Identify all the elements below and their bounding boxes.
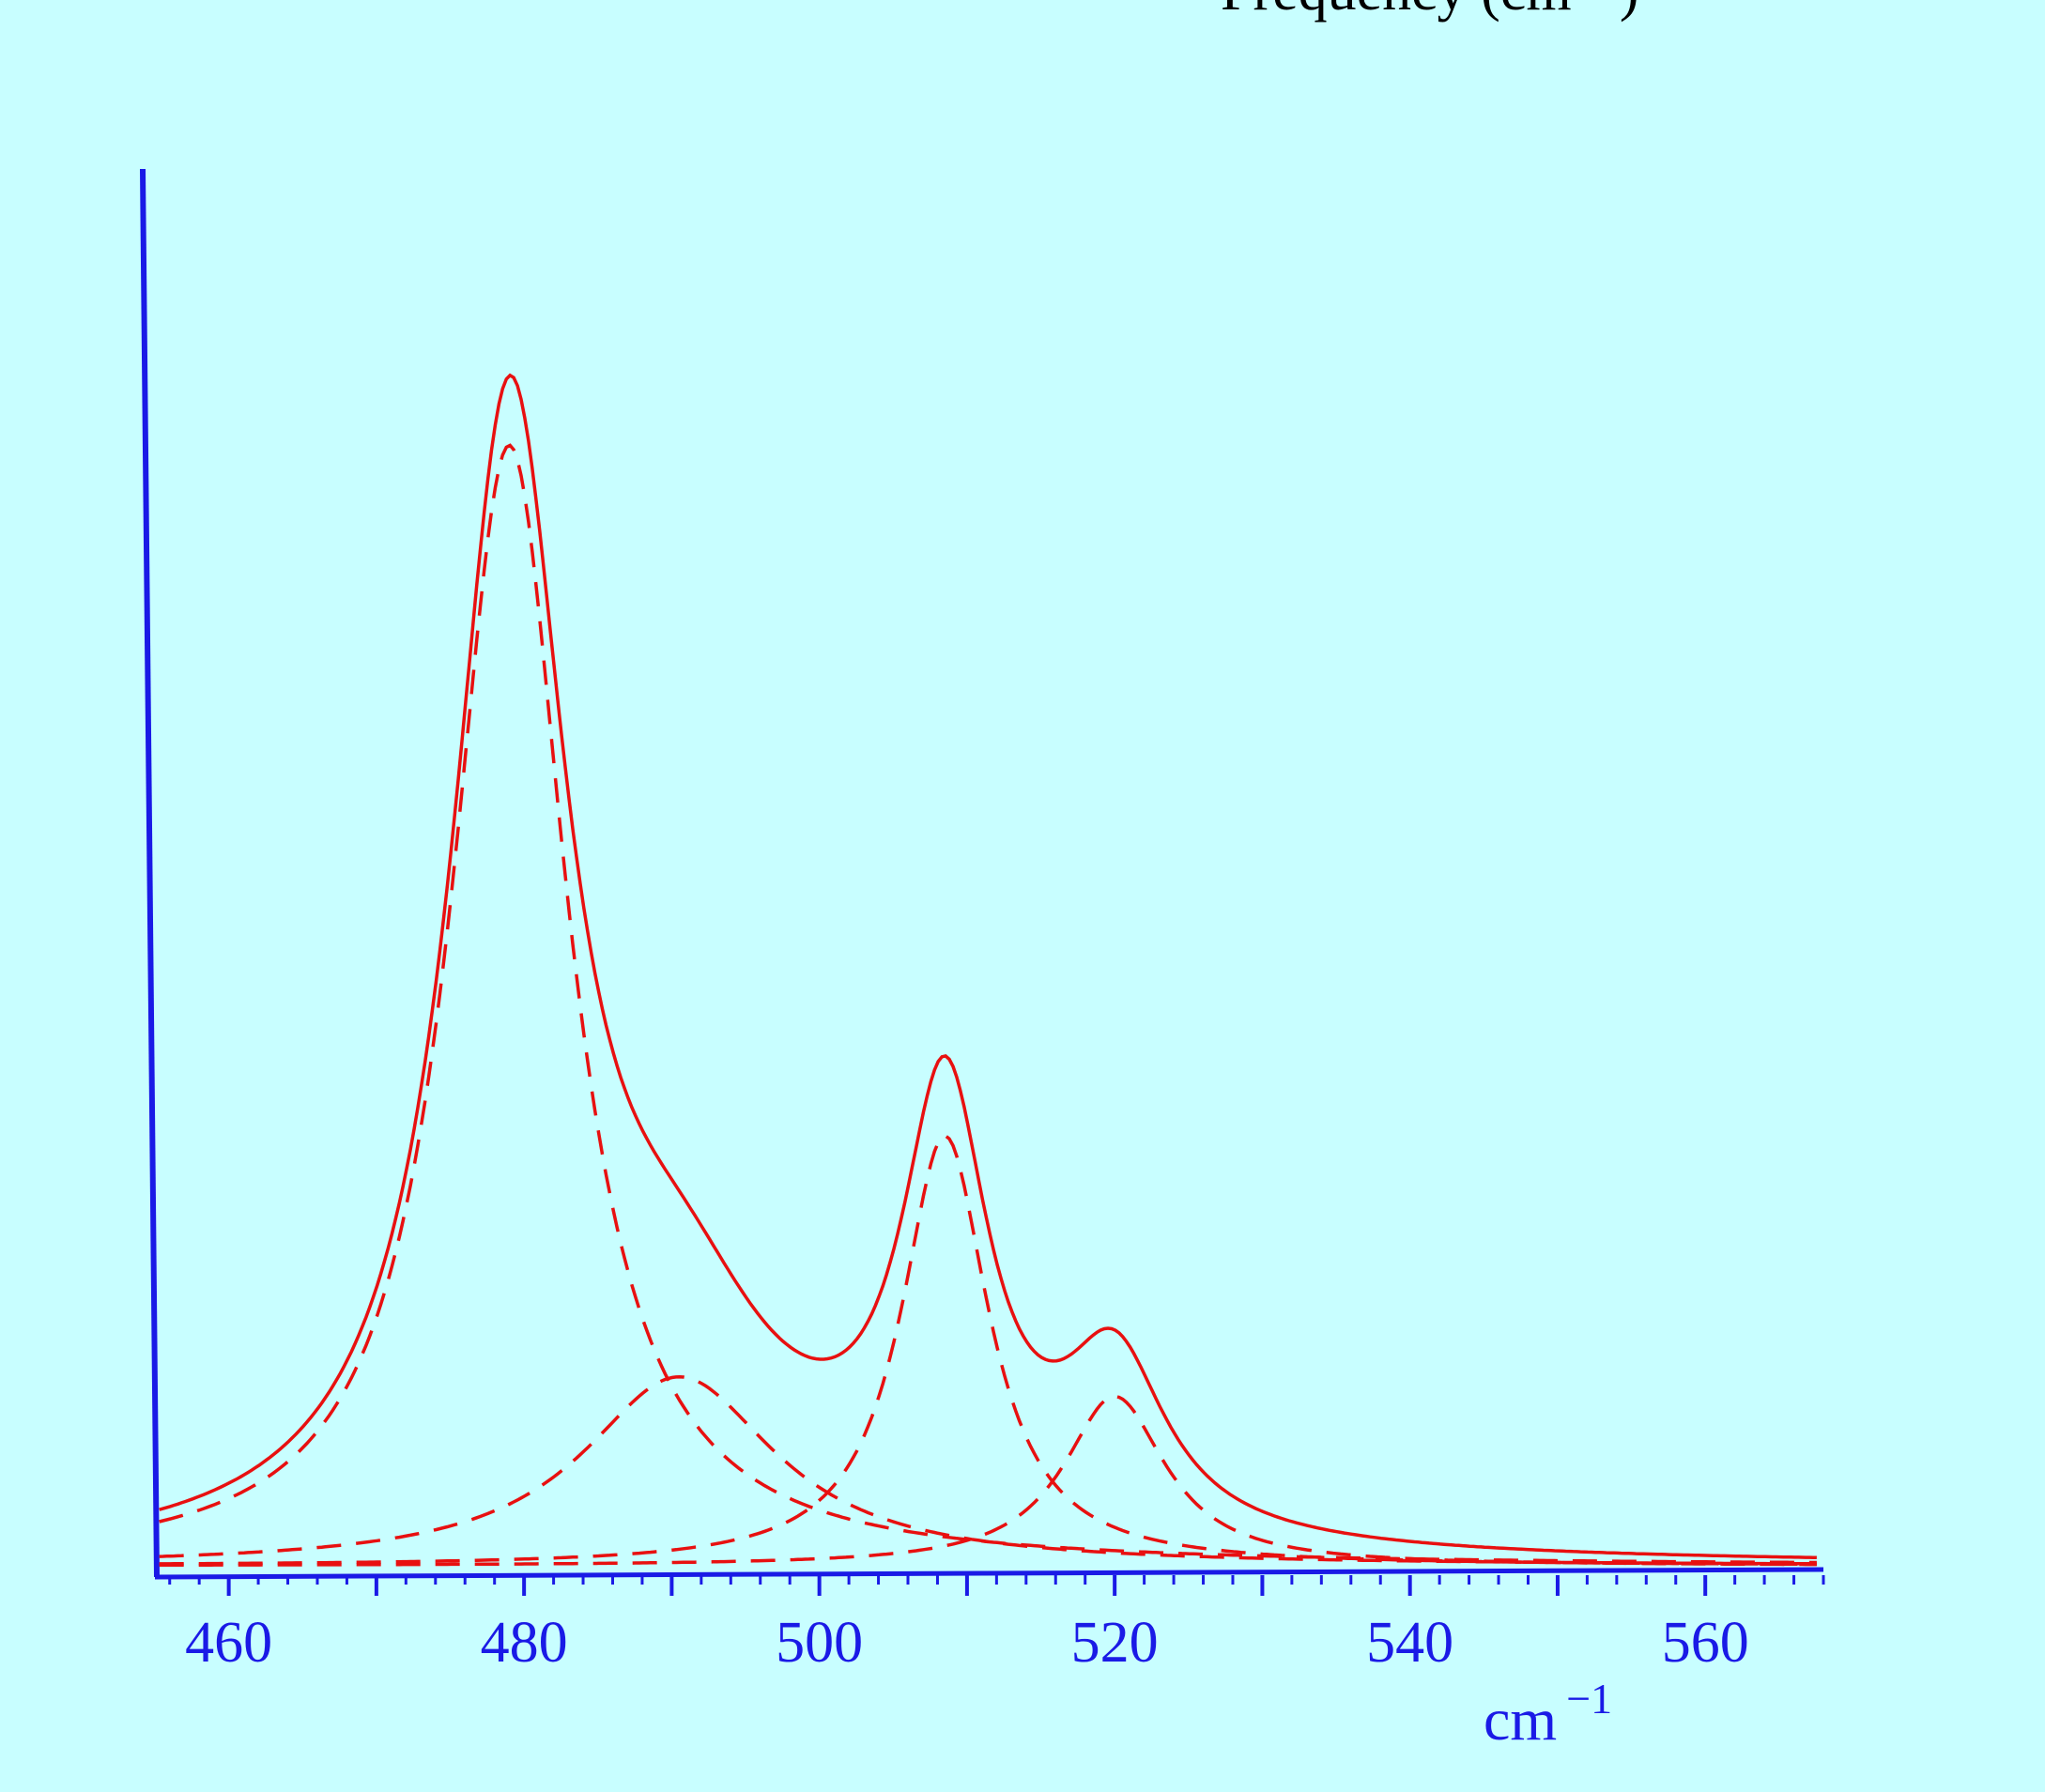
curve-component-1 — [159, 443, 1817, 1565]
curve-envelope — [159, 373, 1817, 1560]
x-axis-line — [154, 1567, 1824, 1580]
x-tick-label: 480 — [481, 1611, 568, 1675]
x-tick-labels: 460 480 500 520 540 560 — [185, 1611, 1749, 1675]
x-tick-label: 540 — [1366, 1611, 1453, 1675]
chart-title: Frequency (cm⁻¹) — [1221, 0, 1639, 23]
x-tick-label: 520 — [1071, 1611, 1159, 1675]
x-axis-label: cm −1 — [1484, 1675, 1612, 1753]
x-tick-label: 460 — [185, 1611, 272, 1675]
curve-component-4 — [159, 1394, 1817, 1567]
y-axis-line — [140, 168, 160, 1578]
curves — [159, 373, 1817, 1567]
x-tick-label: 560 — [1662, 1611, 1749, 1675]
curve-component-2 — [159, 1374, 1817, 1566]
x-tick-label: 500 — [776, 1611, 863, 1675]
x-ticks — [168, 1575, 1825, 1596]
